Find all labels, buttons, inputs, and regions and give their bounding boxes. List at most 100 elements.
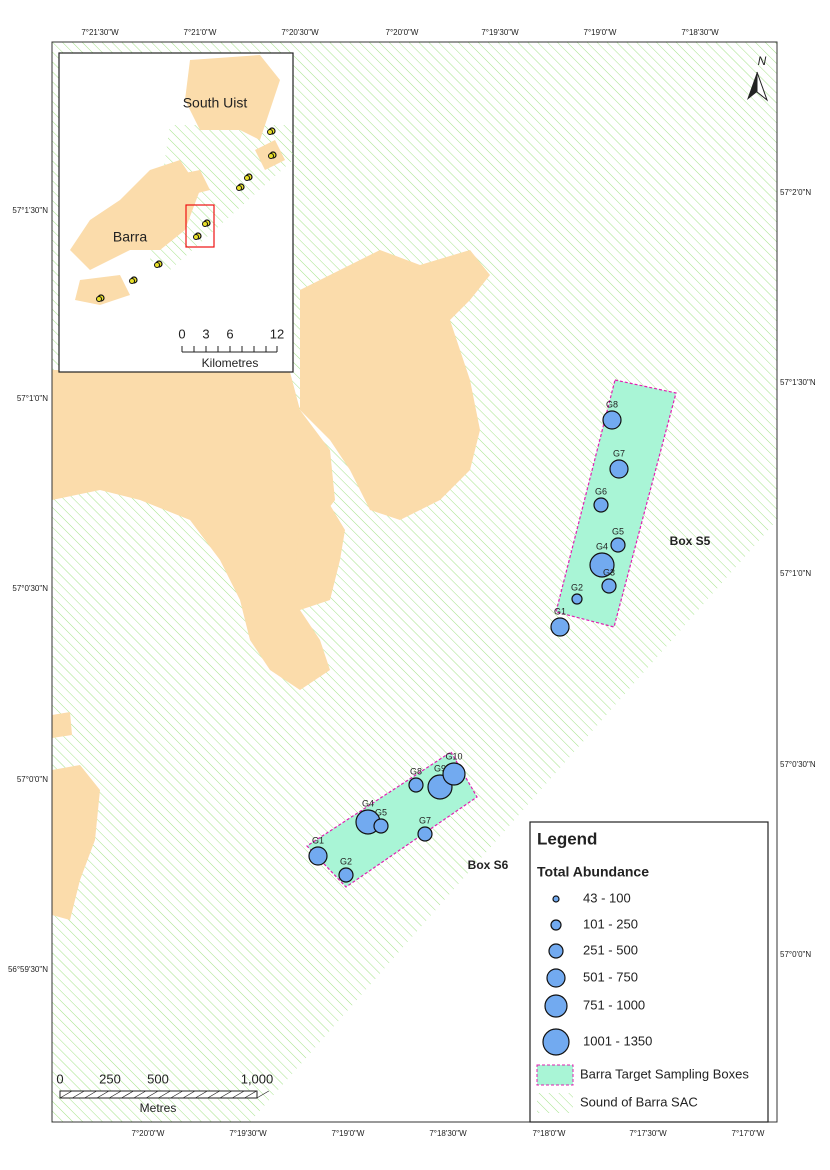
scale-hatch (96, 1090, 110, 1099)
station-label: G8 (606, 399, 618, 409)
lat-label: 57°0'0"N (780, 950, 811, 959)
land (295, 505, 345, 610)
scale-label: 0 (56, 1071, 63, 1086)
scale-hatch (59, 1090, 73, 1099)
station (609, 459, 629, 479)
inset-station (267, 129, 273, 135)
lat-label: 57°0'30"N (12, 584, 48, 593)
station-label: G4 (362, 798, 374, 808)
legend-symbol (552, 895, 560, 903)
inset-station (202, 221, 208, 227)
inset-station (193, 234, 199, 240)
station (602, 410, 622, 430)
lat-label: 57°1'0"N (17, 394, 48, 403)
legend-label: Barra Target Sampling Boxes (580, 1066, 749, 1081)
station-label: G5 (375, 807, 387, 817)
scale-unit: Metres (140, 1101, 177, 1115)
legend-box-swatch (536, 1064, 574, 1086)
legend-label: 751 - 1000 (583, 997, 645, 1012)
land (52, 712, 72, 738)
land (300, 250, 490, 520)
inset-land (75, 275, 130, 305)
station-label: G6 (595, 486, 607, 496)
station-label: G7 (419, 815, 431, 825)
station-label: G2 (571, 582, 583, 592)
station-label: G7 (613, 448, 625, 458)
station (610, 537, 626, 553)
scale-hatch (72, 1090, 85, 1099)
scale-hatch (256, 1090, 269, 1099)
lon-label: 7°17'0"W (732, 1129, 765, 1138)
scale-hatch (219, 1090, 233, 1099)
scale-hatch (182, 1090, 196, 1099)
inset-land (185, 55, 280, 140)
station-label: G8 (410, 766, 422, 776)
station-label: G10 (445, 751, 462, 761)
legend-symbol (542, 1028, 570, 1056)
box-label: Box S6 (468, 858, 509, 872)
inset-station (154, 262, 160, 268)
lon-label: 7°20'30"W (281, 28, 319, 37)
inset-land (175, 170, 210, 195)
scale-hatch (109, 1090, 122, 1099)
scale-hatch (158, 1090, 171, 1099)
legend-label: 43 - 100 (583, 890, 631, 905)
legend-label: 101 - 250 (583, 916, 638, 931)
scale-hatch (121, 1090, 134, 1099)
scale-label: 250 (99, 1071, 121, 1086)
box-label: Box S5 (670, 534, 711, 548)
station (589, 552, 615, 578)
scale-hatch (244, 1090, 257, 1099)
station (571, 593, 583, 605)
inset-station (268, 153, 274, 159)
legend-symbol (546, 968, 566, 988)
station-label: G4 (596, 541, 608, 551)
lat-label: 56°59'30"N (8, 965, 48, 974)
legend-label: 1001 - 1350 (583, 1033, 652, 1048)
scale-hatch (133, 1090, 146, 1099)
north-arrow (747, 71, 769, 102)
station (373, 818, 389, 834)
lat-label: 57°0'30"N (780, 760, 816, 769)
lon-label: 7°19'30"W (229, 1129, 267, 1138)
scale-hatch (145, 1090, 159, 1099)
station-label: G5 (612, 526, 624, 536)
station (417, 826, 433, 842)
station (338, 867, 354, 883)
inset-station (96, 296, 102, 302)
lat-label: 57°1'30"N (780, 378, 816, 387)
lon-label: 7°19'30"W (481, 28, 519, 37)
land (52, 370, 335, 690)
scale-label: 12 (270, 326, 284, 341)
legend-label: 501 - 750 (583, 969, 638, 984)
station-label: G2 (340, 856, 352, 866)
lon-label: 7°17'30"W (629, 1129, 667, 1138)
inset-station (244, 175, 250, 181)
station-label: G1 (554, 606, 566, 616)
inset-land (70, 160, 200, 270)
legend-label: 251 - 500 (583, 942, 638, 957)
legend-symbol (544, 994, 568, 1018)
station (442, 762, 466, 786)
station (308, 846, 328, 866)
lon-label: 7°18'30"W (429, 1129, 467, 1138)
inset-station (236, 185, 242, 191)
scale-hatch (195, 1090, 208, 1099)
legend-label: Sound of Barra SAC (580, 1094, 698, 1109)
lat-label: 57°2'0"N (780, 188, 811, 197)
legend-subtitle: Total Abundance (537, 864, 649, 880)
lon-label: 7°18'30"W (681, 28, 719, 37)
inset-station (129, 278, 135, 284)
scale-hatch (207, 1090, 220, 1099)
scale-hatch (84, 1090, 97, 1099)
scale-bar (59, 1090, 258, 1099)
inset-map (58, 52, 294, 373)
station-label: G3 (603, 567, 615, 577)
scale-label: 0 (178, 326, 185, 341)
station (550, 617, 570, 637)
scale-label: 6 (226, 326, 233, 341)
lon-label: 7°19'0"W (332, 1129, 365, 1138)
land (52, 765, 100, 920)
legend-symbol (548, 943, 564, 959)
